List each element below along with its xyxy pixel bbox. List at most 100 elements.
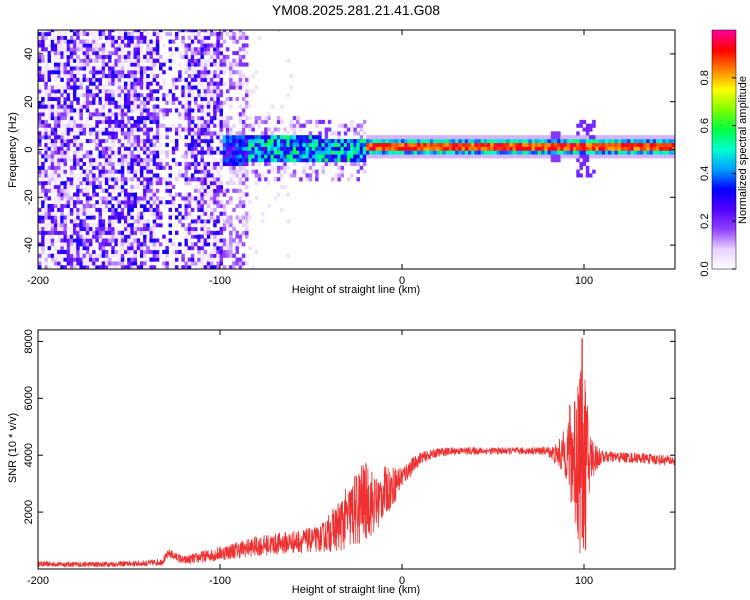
spectrogram-cell [44,35,48,40]
spectrogram-cell [66,238,71,243]
spectrogram-cell [260,146,265,151]
spectrogram-cell [356,150,360,155]
spectrogram-cell [184,226,188,232]
spectrogram-cell [114,135,118,140]
spectrogram-cell [200,161,204,167]
spectrogram-cell [38,223,42,228]
spectrogram-cell [47,31,52,37]
spectrogram-cell [289,85,294,90]
spectrogram-cell [165,58,169,63]
spectrogram-cell [41,35,45,40]
spectrogram-cell [292,116,297,121]
spectrogram-cell [442,142,446,147]
spectrogram-cell [238,116,243,121]
spectrogram-cell [66,43,71,48]
spectrogram-cell [184,66,188,71]
spectrogram-cell [209,230,214,235]
spectrogram-cell [44,181,48,186]
spectrogram-cell [136,138,141,144]
spectrogram-cell [662,146,666,151]
spectrogram-cell [509,142,513,147]
spectrogram-cell [152,30,157,33]
spectrogram-cell [50,161,55,167]
spectrogram-cell [209,123,214,128]
spectrogram-cell [442,138,446,144]
spectrogram-cell [194,142,198,147]
spectrogram-cell [563,146,567,151]
spectrogram-cell [219,215,224,220]
spectrogram-cell [194,158,198,163]
spectrogram-cell [159,142,163,147]
spectrogram-cell [139,211,144,216]
spectrogram-cell [101,207,106,212]
spectrogram-cell [235,85,239,90]
spectrogram-cell [203,192,208,197]
spectrogram-cell [209,261,214,266]
spectrogram-cell [187,211,192,216]
spectrogram-cell [563,138,567,144]
spectrogram-cell [136,31,141,37]
spectrogram-cell [168,215,173,220]
spectrogram-cell [436,138,440,144]
spectrogram-cell [350,123,354,128]
spectrogram-cell [643,154,647,159]
spectrogram-cell [66,249,71,254]
spectrogram-cell [130,93,134,98]
spectrogram-cell [60,226,64,232]
spectrogram-cell [633,135,638,140]
spectrogram-cell [136,165,141,170]
spectrogram-cell [235,173,239,178]
spectrogram-cell [155,127,160,132]
spectrogram-cell [152,219,157,224]
spectrogram-cell [53,226,58,232]
spectrogram-cell [168,39,173,44]
spectrogram-cell [44,196,48,201]
spectrogram-cell [76,135,80,140]
spectrogram-cell [44,89,48,94]
spectrogram-cell [331,150,335,155]
spectrogram-cell [60,108,64,113]
spectrogram-cell [69,158,74,163]
spectrogram-cell [381,150,386,155]
spectrogram-cell [101,242,106,247]
spectrogram-cell [573,138,577,144]
spectrogram-cell [576,169,580,174]
spectrogram-cell [41,119,45,124]
spectrogram-cell [73,123,77,128]
spectrogram-cell [522,146,526,151]
spectrogram-cell [101,200,106,205]
spectrogram-cell [111,93,115,98]
spectrogram-cell [362,158,367,163]
spectrogram-cell [194,30,198,33]
spectrogram-cell [359,123,364,128]
spectrogram-cell [267,169,271,174]
spectrogram-cell [203,62,208,67]
spectrogram-cell [130,154,134,159]
spectrogram-cell [76,127,80,132]
spectrogram-cell [184,238,188,243]
spectrogram-cell [101,146,106,151]
spectrogram-cell [369,154,373,159]
spectrogram-cell [73,77,77,82]
spectrogram-cell [73,238,77,243]
spectrogram-cell [232,261,236,266]
spectrogram-cell [124,58,128,63]
spectrogram-cell [155,246,160,251]
spectrogram-cell [295,154,300,159]
spectrogram-cell [146,85,150,90]
spectrogram-cell [579,154,583,159]
spectrogram-cell [213,161,217,167]
spectrogram-cell [483,142,488,147]
spectrogram-cell [76,150,80,155]
spectrogram-cell [241,165,246,170]
spectrogram-cell [407,154,411,159]
spectrogram-cell [203,150,208,155]
spectrogram-cell [429,154,434,159]
spectrogram-cell [267,112,271,117]
spectrogram-cell [60,135,64,140]
spectrogram-cell [276,127,281,132]
spectrogram-cell [311,161,316,167]
spectrogram-cell [235,249,239,254]
spectrogram-cell [155,177,160,182]
spectrogram-cell [104,150,109,155]
